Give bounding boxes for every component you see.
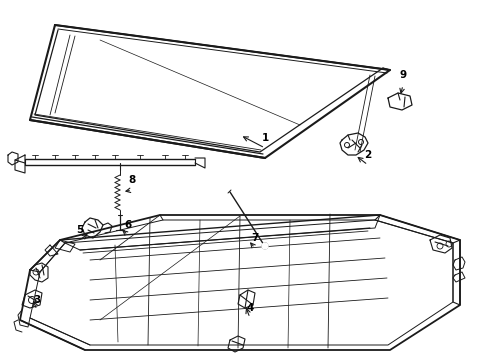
Text: 5: 5 [76,225,84,235]
Text: 1: 1 [261,133,269,143]
Text: 9: 9 [399,70,407,80]
Text: 2: 2 [365,150,371,160]
Text: 8: 8 [128,175,136,185]
Text: 7: 7 [251,233,259,243]
Text: 6: 6 [124,220,132,230]
Text: 4: 4 [246,303,254,313]
Circle shape [262,243,268,249]
Text: 3: 3 [33,295,41,305]
